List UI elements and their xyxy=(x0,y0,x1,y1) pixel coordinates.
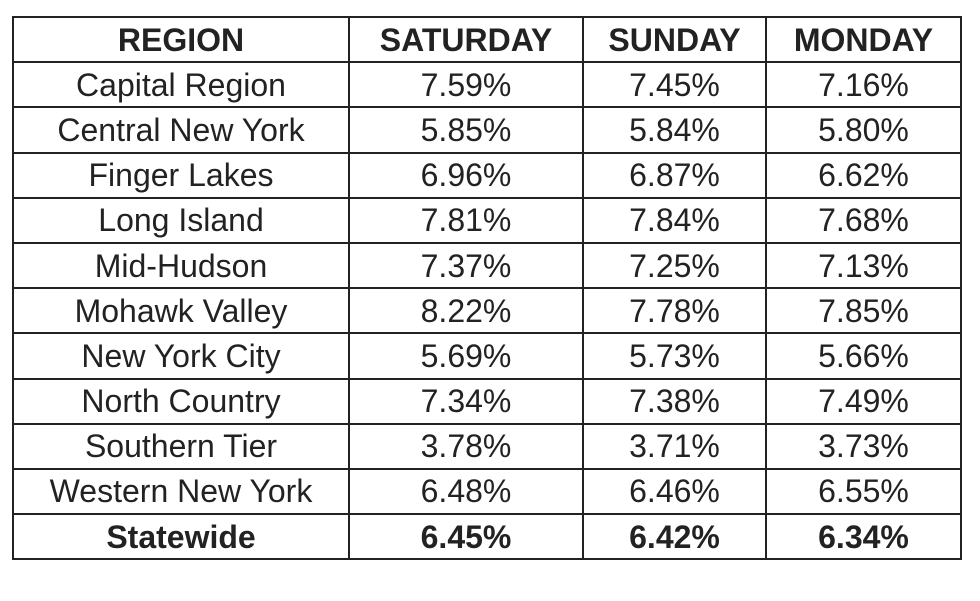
region-cell: Central New York xyxy=(12,106,350,154)
table-row: Statewide 6.45% 6.42% 6.34% xyxy=(12,513,962,561)
table-row: New York City 5.69% 5.73% 5.66% xyxy=(12,332,962,380)
value-cell: 6.46% xyxy=(582,467,767,516)
table-row: Mohawk Valley 8.22% 7.78% 7.85% xyxy=(12,287,962,335)
header-cell: SATURDAY xyxy=(348,15,584,64)
value-cell: 5.66% xyxy=(765,332,962,380)
table-row: Southern Tier 3.78% 3.71% 3.73% xyxy=(12,422,962,470)
table-row: Central New York 5.85% 5.84% 5.80% xyxy=(12,106,962,154)
value-cell: 6.48% xyxy=(348,467,584,516)
value-cell: 5.69% xyxy=(348,332,584,380)
region-cell: Mohawk Valley xyxy=(12,287,350,335)
header-row: REGION SATURDAY SUNDAY MONDAY xyxy=(12,15,962,64)
region-cell: Mid-Hudson xyxy=(12,241,350,290)
value-cell: 7.25% xyxy=(582,241,767,290)
value-cell: 5.73% xyxy=(582,332,767,380)
value-cell: 3.73% xyxy=(765,422,962,470)
region-cell: Long Island xyxy=(12,196,350,244)
value-cell: 6.55% xyxy=(765,467,962,516)
table-row: Western New York 6.48% 6.46% 6.55% xyxy=(12,467,962,516)
region-cell: Southern Tier xyxy=(12,422,350,470)
value-cell: 6.34% xyxy=(765,513,962,561)
value-cell: 7.37% xyxy=(348,241,584,290)
header-cell: SUNDAY xyxy=(582,15,767,64)
value-cell: 7.81% xyxy=(348,196,584,244)
table-row: Finger Lakes 6.96% 6.87% 6.62% xyxy=(12,151,962,199)
header-cell: REGION xyxy=(12,15,350,64)
value-cell: 8.22% xyxy=(348,287,584,335)
region-cell: Statewide xyxy=(12,513,350,561)
table-row: Long Island 7.81% 7.84% 7.68% xyxy=(12,196,962,244)
value-cell: 5.84% xyxy=(582,106,767,154)
region-cell: Finger Lakes xyxy=(12,151,350,199)
value-cell: 7.38% xyxy=(582,377,767,425)
value-cell: 6.42% xyxy=(582,513,767,561)
value-cell: 7.13% xyxy=(765,241,962,290)
value-cell: 5.80% xyxy=(765,106,962,154)
value-cell: 7.45% xyxy=(582,61,767,109)
header-cell: MONDAY xyxy=(765,15,962,64)
value-cell: 7.59% xyxy=(348,61,584,109)
region-cell: Capital Region xyxy=(12,61,350,109)
table-row: Mid-Hudson 7.37% 7.25% 7.13% xyxy=(12,241,962,290)
value-cell: 3.71% xyxy=(582,422,767,470)
table-row: North Country 7.34% 7.38% 7.49% xyxy=(12,377,962,425)
value-cell: 7.85% xyxy=(765,287,962,335)
value-cell: 7.84% xyxy=(582,196,767,244)
value-cell: 7.68% xyxy=(765,196,962,244)
region-cell: New York City xyxy=(12,332,350,380)
value-cell: 6.87% xyxy=(582,151,767,199)
value-cell: 7.78% xyxy=(582,287,767,335)
value-cell: 6.96% xyxy=(348,151,584,199)
table-row: Capital Region 7.59% 7.45% 7.16% xyxy=(12,61,962,109)
region-cell: Western New York xyxy=(12,467,350,516)
value-cell: 7.16% xyxy=(765,61,962,109)
value-cell: 6.45% xyxy=(348,513,584,561)
table-container: REGION SATURDAY SUNDAY MONDAY Capital Regio… xyxy=(12,15,962,561)
region-cell: North Country xyxy=(12,377,350,425)
value-cell: 7.49% xyxy=(765,377,962,425)
value-cell: 6.62% xyxy=(765,151,962,199)
value-cell: 7.34% xyxy=(348,377,584,425)
value-cell: 3.78% xyxy=(348,422,584,470)
data-table: REGION SATURDAY SUNDAY MONDAY Capital Regio… xyxy=(12,15,962,561)
value-cell: 5.85% xyxy=(348,106,584,154)
